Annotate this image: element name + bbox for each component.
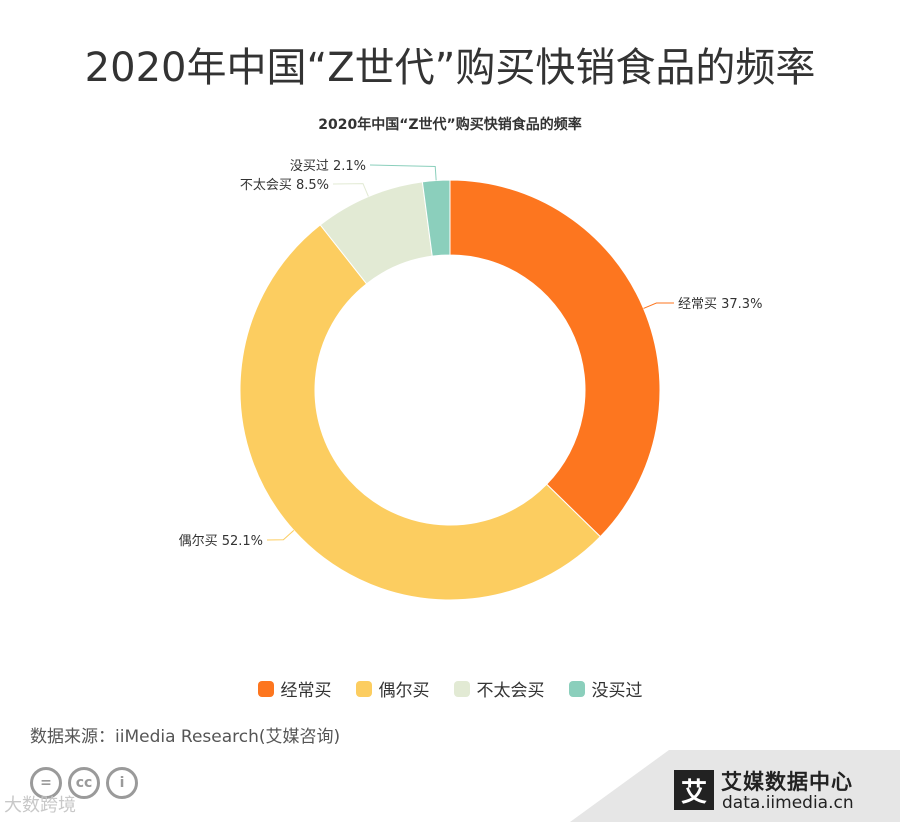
legend-item-3[interactable]: 不太会买	[453, 676, 545, 701]
leader-line-4	[369, 164, 437, 181]
legend: 经常买 偶尔买 不太会买 没买过	[0, 676, 900, 701]
slices-group	[239, 179, 661, 601]
chart-title: 2020年中国“Z世代”购买快销食品的频率	[318, 116, 582, 133]
legend-label-1: 经常买	[280, 681, 332, 701]
person-icon: i	[106, 767, 138, 799]
brand-url: data.iimedia.cn	[722, 793, 854, 813]
brand-logo: 艾	[674, 770, 714, 810]
slice-label-1: 经常买 37.3%	[678, 297, 762, 312]
labels-group: 经常买 37.3% 偶尔买 52.1% 不太会买 8.5% 没买过 2.1%	[179, 159, 763, 549]
legend-swatch-3	[453, 680, 470, 697]
legend-item-1[interactable]: 经常买	[257, 676, 332, 701]
leader-line-1	[643, 302, 675, 309]
cc-icon: cc	[68, 767, 100, 799]
legend-label-2: 偶尔买	[378, 681, 430, 701]
legend-item-4[interactable]: 没买过	[568, 676, 643, 701]
legend-item-2[interactable]: 偶尔买	[355, 676, 430, 701]
slice-label-4: 没买过 2.1%	[290, 159, 366, 174]
legend-swatch-1	[257, 680, 274, 697]
data-source: 数据来源：iiMedia Research(艾媒咨询)	[30, 727, 341, 747]
slice-4	[421, 179, 451, 257]
slice-label-3: 不太会买 8.5%	[240, 178, 329, 193]
watermark: 大数跨境	[4, 795, 76, 816]
equals-icon: =	[30, 767, 62, 799]
legend-label-4: 没买过	[591, 681, 643, 701]
slice-1	[449, 179, 661, 538]
brand-block: 艾 艾媒数据中心 data.iimedia.cn	[570, 750, 900, 822]
page-title: 2020年中国“Z世代”购买快销食品的频率	[84, 45, 816, 91]
legend-label-3: 不太会买	[476, 681, 545, 701]
license-icons: = cc i	[30, 767, 138, 799]
leader-line-2	[266, 529, 295, 541]
legend-swatch-4	[568, 680, 585, 697]
slice-label-2: 偶尔买 52.1%	[179, 534, 263, 549]
slice-2	[239, 224, 602, 601]
legend-swatch-2	[355, 680, 372, 697]
leader-line-3	[332, 183, 369, 197]
brand-name: 艾媒数据中心	[721, 770, 853, 794]
